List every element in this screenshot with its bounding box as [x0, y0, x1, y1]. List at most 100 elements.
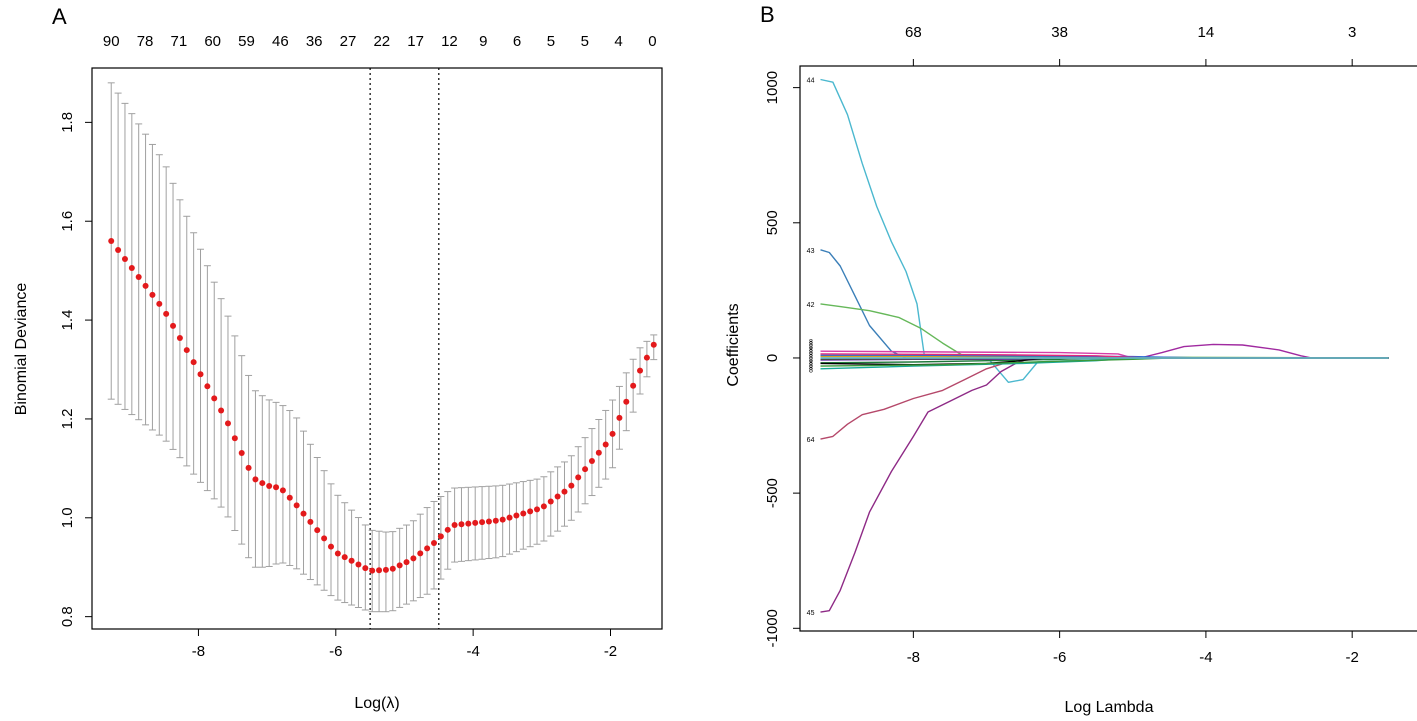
y-tick-label: 1000	[764, 71, 781, 104]
deviance-point	[273, 484, 280, 491]
deviance-point	[451, 521, 458, 528]
deviance-point	[403, 559, 410, 566]
deviance-point	[527, 508, 534, 515]
path-label-cluster: 8	[809, 362, 813, 369]
top-axis-label: 68	[905, 24, 922, 41]
coef-path-44	[820, 78, 1389, 383]
y-tick-label: -1000	[764, 609, 781, 647]
panel-a-top-axis: 90 78 71 60 59 46 36 27 22 17 12 9 6 5 5 4 0	[103, 33, 657, 50]
y-tick-label: 500	[764, 210, 781, 235]
path-label: 42	[807, 302, 815, 309]
top-axis-label: 78	[137, 33, 154, 50]
deviance-point	[170, 322, 177, 329]
deviance-point	[211, 395, 218, 402]
coef-path-45	[820, 357, 1389, 613]
panel-b-top-axis: 68 38 14 3	[905, 24, 1356, 66]
panel-a-plot-frame	[91, 67, 663, 630]
path-label-cluster: 8	[809, 360, 813, 367]
deviance-point	[458, 521, 465, 528]
path-label-cluster: 8	[809, 342, 813, 349]
deviance-point	[197, 371, 204, 378]
path-label-cluster: 8	[809, 357, 813, 364]
panel-a-y-axis-title: Binomial Deviance	[13, 283, 30, 416]
path-label-cluster: 8	[809, 339, 813, 346]
deviance-point	[595, 449, 602, 456]
x-tick-label: -2	[604, 643, 617, 660]
y-tick-label: 0	[764, 354, 781, 362]
panel-a-label: A	[52, 4, 67, 29]
top-axis-label: 0	[648, 33, 656, 50]
path-label: 45	[807, 610, 815, 617]
deviance-point	[534, 506, 541, 513]
deviance-point	[121, 255, 128, 262]
deviance-point	[616, 414, 623, 421]
x-tick-label: -8	[907, 649, 920, 666]
panel-b-coefficient-paths	[820, 78, 1389, 613]
y-tick-label: 1.4	[59, 310, 76, 331]
deviance-point	[314, 527, 321, 534]
deviance-point	[424, 545, 431, 552]
panel-a-reference-lines	[369, 68, 440, 629]
deviance-point	[410, 555, 417, 562]
deviance-point	[245, 464, 252, 471]
coef-path-bump	[820, 343, 1389, 359]
deviance-point	[266, 483, 273, 490]
deviance-point	[637, 367, 644, 374]
deviance-point	[437, 533, 444, 540]
y-tick-label: 1.8	[59, 112, 76, 133]
coef-path-64	[820, 357, 1389, 440]
path-label: 43	[807, 248, 815, 255]
x-tick-label: -6	[329, 643, 342, 660]
top-axis-label: 60	[204, 33, 221, 50]
top-axis-label: 14	[1198, 24, 1215, 41]
deviance-point	[238, 450, 245, 457]
deviance-point	[513, 512, 520, 519]
deviance-point	[485, 518, 492, 525]
deviance-point	[108, 237, 115, 244]
deviance-point	[369, 567, 376, 574]
deviance-point	[307, 518, 314, 525]
deviance-point	[630, 382, 637, 389]
deviance-point	[293, 502, 300, 509]
path-label-cluster: 8	[809, 365, 813, 372]
deviance-point	[554, 493, 561, 500]
deviance-point	[623, 398, 630, 405]
deviance-point	[334, 550, 341, 557]
deviance-point	[588, 457, 595, 464]
deviance-point	[224, 420, 231, 427]
x-tick-label: -6	[1053, 649, 1066, 666]
panel-b-y-axis-title: Coefficients	[725, 303, 742, 386]
x-tick-label: -2	[1346, 649, 1359, 666]
deviance-point	[499, 516, 506, 523]
deviance-point	[341, 554, 348, 561]
deviance-point	[190, 359, 197, 366]
deviance-point	[431, 539, 437, 546]
y-tick-label: 0.8	[59, 606, 76, 627]
top-axis-label: 36	[306, 33, 323, 50]
deviance-point	[204, 383, 211, 390]
top-axis-label: 6	[513, 33, 521, 50]
deviance-point	[176, 334, 183, 341]
y-tick-label: 1.0	[59, 507, 76, 528]
deviance-point	[355, 561, 362, 568]
deviance-point	[348, 557, 355, 564]
path-label-cluster: 8	[809, 368, 813, 375]
top-axis-label: 5	[547, 33, 555, 50]
top-axis-label: 9	[479, 33, 487, 50]
deviance-point	[650, 341, 657, 348]
deviance-point	[444, 526, 451, 533]
panel-a-x-axis: -8 -6 -4 -2	[192, 629, 617, 660]
y-tick-label: 1.6	[59, 211, 76, 232]
panel-b-plot-frame	[799, 65, 1417, 632]
deviance-point	[382, 566, 389, 573]
deviance-point	[643, 354, 650, 361]
path-label-cluster: 8	[809, 355, 813, 362]
deviance-point	[540, 503, 547, 510]
panel-b-x-axis: -8 -6 -4 -2	[907, 631, 1359, 666]
deviance-point	[135, 273, 142, 280]
deviance-point	[465, 520, 472, 527]
deviance-point	[389, 565, 396, 572]
deviance-point	[128, 264, 135, 271]
deviance-point	[286, 494, 293, 501]
